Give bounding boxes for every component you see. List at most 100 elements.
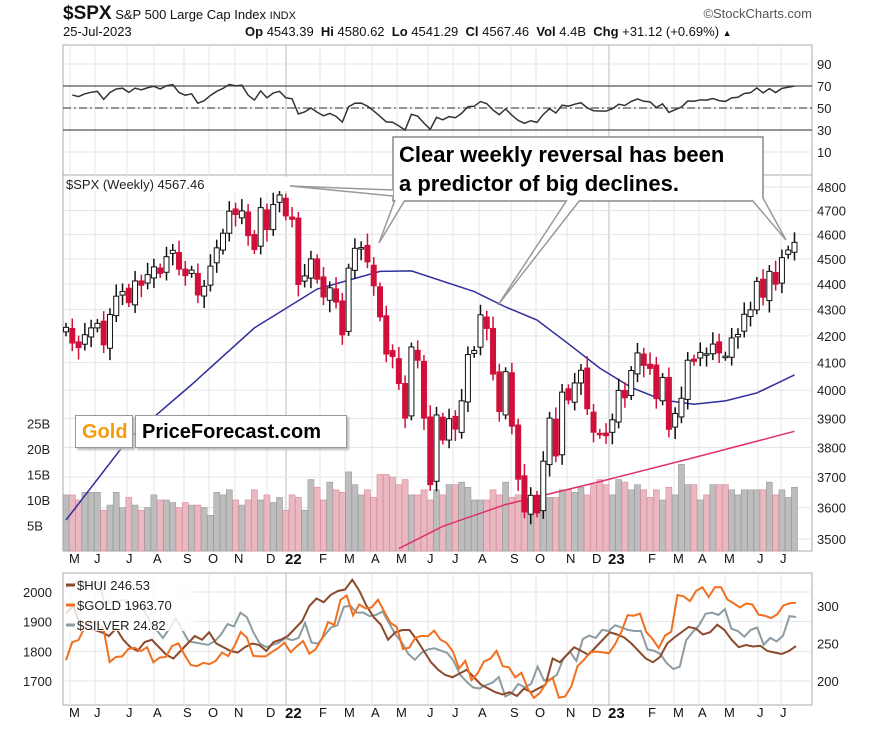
volume-bar <box>219 494 227 552</box>
triangle-up-icon: ▲ <box>722 28 732 38</box>
price-month-label: A <box>371 551 380 566</box>
logo-priceforecast: PriceForecast.com <box>135 415 347 448</box>
high-value: 4580.62 <box>337 24 385 39</box>
candle <box>326 287 333 301</box>
volume-bar <box>144 507 151 552</box>
candle <box>188 269 195 274</box>
candle <box>691 358 697 362</box>
candle <box>251 234 258 251</box>
candle <box>521 475 528 513</box>
volume-bar <box>370 497 378 552</box>
candle <box>621 389 628 399</box>
commodities-month-label: M <box>673 705 684 720</box>
volume-bar <box>320 499 327 552</box>
volume-bar <box>609 494 616 552</box>
commodities-month-label: S <box>183 705 192 720</box>
volume-label: Vol <box>536 24 556 39</box>
candle <box>778 257 785 284</box>
volume-bar <box>470 499 478 552</box>
volume-bar <box>483 499 491 552</box>
volume-bar <box>508 497 516 552</box>
rsi-tick: 70 <box>817 79 831 94</box>
price-tick: 4800 <box>817 180 846 195</box>
candle <box>282 197 289 217</box>
volume-bar <box>477 499 484 552</box>
ma-50-week-line <box>65 270 795 521</box>
price-month-label: A <box>698 551 707 566</box>
price-month-label: F <box>319 551 327 566</box>
chart-header: $SPX S&P 500 Large Cap Index INDX <box>63 3 296 25</box>
volume-bar <box>740 489 748 552</box>
volume-bar <box>207 514 214 552</box>
candle <box>559 391 566 456</box>
candle <box>659 376 666 402</box>
volume-bar <box>577 486 585 552</box>
commodities-month-label: D <box>592 705 601 720</box>
volume-bar <box>68 494 76 552</box>
symbol: $SPX <box>63 3 112 24</box>
candle <box>697 351 704 359</box>
candle <box>414 349 421 361</box>
candle <box>552 418 559 457</box>
price-month-label: N <box>234 551 243 566</box>
candle <box>63 326 69 333</box>
candle <box>439 416 446 441</box>
candle <box>333 288 340 303</box>
volume-bar <box>389 476 396 552</box>
candle <box>100 320 107 346</box>
candle <box>182 268 189 277</box>
price-tick: 3700 <box>817 470 846 485</box>
candle <box>370 264 377 287</box>
volume-bar <box>238 504 246 552</box>
volume-bar <box>307 479 315 552</box>
volume-bar <box>62 494 70 552</box>
volume-bar <box>646 497 654 552</box>
volume-bar <box>94 492 101 552</box>
price-tick: 4500 <box>817 252 846 267</box>
volume-bar <box>759 489 767 552</box>
rsi-line <box>72 83 795 132</box>
price-month-label: 23 <box>608 551 625 568</box>
gold-line <box>65 585 797 700</box>
volume-bar <box>357 494 365 552</box>
price-month-label: J <box>126 551 133 566</box>
volume-bar <box>784 497 792 552</box>
candle <box>314 258 321 280</box>
candle <box>358 247 365 250</box>
price-month-label: M <box>396 551 407 566</box>
volume-bar <box>194 504 202 552</box>
gold-axis-tick: 1900 <box>23 615 52 630</box>
volume-bar <box>621 481 629 552</box>
volume-bar <box>583 494 591 552</box>
annotation-pointer <box>751 197 787 241</box>
candle <box>201 285 208 297</box>
candle <box>270 204 277 231</box>
volume-bar <box>728 489 735 552</box>
volume-bar <box>671 494 679 552</box>
candle <box>289 216 296 220</box>
volume-bar <box>351 484 359 552</box>
close-value: 4567.46 <box>482 24 530 39</box>
volume-bar <box>156 499 164 552</box>
candle <box>383 315 390 355</box>
candle <box>232 208 239 216</box>
volume-tick: 20B <box>27 442 50 457</box>
candle <box>647 363 654 369</box>
volume-bar <box>458 481 465 552</box>
candle <box>678 397 685 418</box>
price-month-label: S <box>510 551 519 566</box>
volume-bar <box>244 499 252 552</box>
volume-bar <box>426 499 434 552</box>
candle <box>446 418 453 441</box>
hui-legend: $HUI 246.53 <box>77 578 150 593</box>
commodities-month-label: M <box>724 705 735 720</box>
volume-bar <box>163 499 170 552</box>
candle <box>496 371 503 413</box>
candle <box>527 494 534 515</box>
annotation-box <box>392 136 764 202</box>
candle <box>138 280 145 286</box>
price-month-label: A <box>153 551 162 566</box>
volume-bar <box>590 484 597 552</box>
volume-bar <box>376 474 384 552</box>
commodities-month-label: N <box>234 705 243 720</box>
